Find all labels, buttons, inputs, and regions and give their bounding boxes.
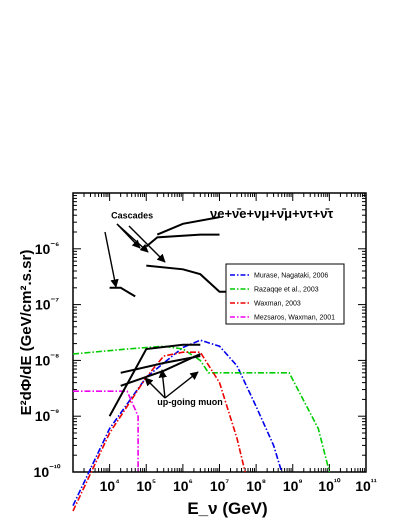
cascade-arrow [128, 225, 166, 263]
y-tick-label: 10⁻⁷ [35, 296, 59, 313]
x-tick-label: 10⁵ [136, 477, 156, 494]
cascade-limit-line [145, 233, 220, 248]
x-tick-label: 10⁶ [173, 477, 193, 494]
legend-box [225, 263, 345, 325]
text-layer: 10⁴ 10⁵ 10⁶ 10⁷ 10⁸ 10⁹ 10¹⁰ 10¹¹ 10⁻¹⁰ 10⁻⁹ 10⁻⁸ 1… [18, 206, 377, 518]
legend-label: Mezsaros, Waxman, 2001 [254, 315, 335, 322]
muon-arrow [158, 369, 167, 399]
x-tick-label: 10⁴ [100, 477, 120, 494]
legend-label: Waxman, 2003 [254, 301, 301, 308]
series-line [72, 339, 283, 506]
y-tick-label: 10⁻¹⁰ [34, 463, 61, 480]
cascade-limit-line [109, 286, 136, 298]
y-tick-label: 10⁻⁹ [35, 407, 60, 424]
x-tick-label: 10⁷ [210, 477, 230, 494]
upgoing-muon-limit-line [120, 355, 201, 374]
muon-arrow [144, 377, 166, 399]
series-line [72, 345, 331, 473]
annotation-label: up-going muon [157, 397, 222, 407]
muon-arrow [164, 371, 199, 399]
flavor-label: νe+ν̄e+νμ+ν̄μ+ντ+ν̄τ [210, 206, 334, 221]
x-tick-label: 10⁹ [283, 477, 303, 494]
legend-label: Murase, Nagataki, 2006 [254, 273, 328, 280]
plot-layer [72, 192, 367, 512]
x-tick-label: 10¹¹ [355, 477, 377, 494]
cascade-limit-line [156, 216, 220, 236]
legend-label: Razaqqe et al., 2003 [254, 287, 319, 294]
x-axis-title: E_ν (GeV) [187, 499, 267, 518]
cascade-arrow [104, 231, 119, 288]
y-axis-title: E²dΦ/dE (GeV/cm².s.sr) [18, 250, 35, 416]
y-tick-label: 10⁻⁸ [35, 351, 60, 368]
x-tick-label: 10⁸ [246, 477, 266, 494]
annotation-label: Cascades [111, 210, 153, 220]
y-tick-label: 10⁻⁶ [35, 240, 59, 257]
series-line [72, 351, 246, 512]
cascade-arrow [116, 223, 149, 253]
series-line [73, 390, 139, 472]
cascade-limit-line [146, 264, 237, 293]
legend: Murase, Nagataki, 2006 Razaqqe et al., 20… [225, 263, 345, 325]
x-tick-label: 10¹⁰ [318, 477, 341, 494]
